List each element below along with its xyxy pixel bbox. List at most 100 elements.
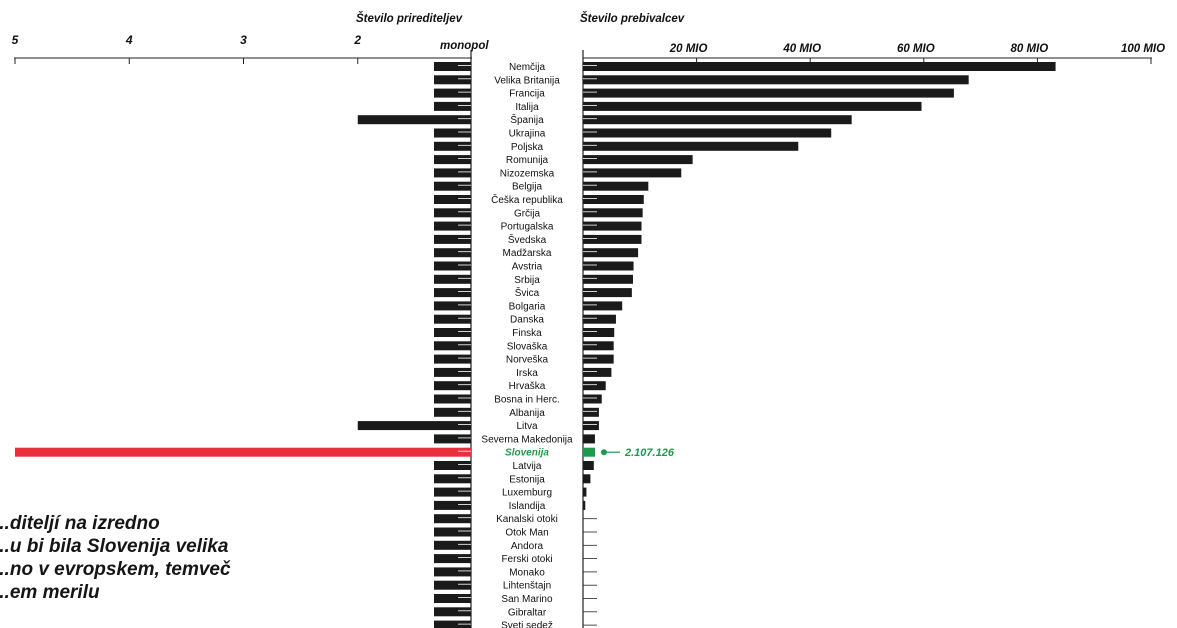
population-bar [583, 208, 643, 218]
organizers-bar [434, 88, 471, 98]
organizers-bar [434, 620, 471, 628]
category-label: Gibraltar [508, 607, 547, 618]
population-bar [583, 248, 639, 258]
category-label: Poljska [511, 142, 544, 153]
population-bar [583, 195, 644, 204]
organizers-bar [357, 421, 471, 431]
population-bar [583, 447, 595, 457]
organizers-bar [434, 168, 471, 178]
category-label: Luxemburg [502, 488, 552, 499]
population-bar [583, 115, 852, 125]
organizers-bar [357, 115, 471, 125]
monopol-label: monopol [440, 40, 489, 52]
population-bar [583, 168, 682, 178]
category-label: Bolgaria [509, 301, 546, 312]
category-label: Ukrajina [509, 129, 546, 140]
organizers-bar [434, 514, 471, 524]
category-label: Grčija [514, 208, 541, 219]
category-label: Belgija [512, 182, 542, 193]
left-axis-tick-label: 3 [240, 33, 247, 47]
organizers-bar [434, 248, 471, 258]
category-label: Finska [512, 328, 542, 339]
organizers-bar [434, 288, 471, 298]
organizers-bars [15, 62, 471, 628]
category-label: Islandija [509, 501, 546, 512]
category-label: Češka republika [491, 193, 563, 206]
organizers-bar [434, 341, 471, 351]
organizers-bar [434, 354, 471, 364]
organizers-bar [434, 128, 471, 138]
category-label: Španija [510, 113, 544, 126]
population-bar [583, 181, 649, 191]
category-label: Severna Makedonija [481, 434, 573, 445]
population-bar [583, 421, 599, 431]
organizers-bar [434, 554, 471, 564]
population-bar [583, 500, 586, 510]
category-label: Portugalska [501, 222, 554, 233]
highlight-annotation: 2.107.126 [601, 447, 675, 459]
organizers-bar [434, 274, 471, 284]
category-label: Madžarska [503, 248, 552, 259]
organizers-bar [434, 394, 471, 404]
category-label: Švedska [508, 233, 547, 246]
organizers-bar [434, 301, 471, 311]
category-label: Estonija [509, 474, 545, 485]
population-bar [583, 328, 615, 337]
caption-line-4: ...em merilu [0, 582, 100, 603]
category-label: Švica [515, 286, 540, 299]
organizers-bar [434, 328, 471, 337]
organizers-bar [434, 261, 471, 271]
organizers-bar [434, 314, 471, 324]
category-label: Slovaška [507, 341, 548, 352]
population-bar [583, 234, 642, 244]
organizers-bar [434, 434, 471, 444]
population-bar [583, 261, 634, 271]
organizers-bar [434, 567, 471, 577]
caption-line-3: ...no v evropskem, temveč [0, 559, 231, 580]
category-labels: Nemčija Velika Britanija Francija ItalijaŠp… [481, 62, 573, 628]
population-bar [583, 434, 595, 444]
organizers-bar [434, 540, 471, 550]
highlight-value-label: 2.107.126 [624, 447, 675, 459]
category-label: Andora [511, 541, 544, 552]
right-axis-tick-label: 40 MIO [782, 43, 821, 55]
right-axis-title: Število prebivalcev [580, 13, 685, 25]
category-label: Lihtenštajn [503, 581, 551, 592]
population-bar [583, 341, 614, 351]
organizers-bar [434, 474, 471, 484]
category-label: Velika Britanija [494, 75, 560, 86]
population-bar [583, 461, 594, 470]
category-label: Hrvaška [509, 381, 546, 392]
organizers-bar [434, 141, 471, 151]
category-label: Bosna in Herc. [494, 395, 560, 406]
left-axis-title: Število prirediteljev [356, 13, 463, 25]
left-axis-tick-label: 4 [125, 33, 133, 47]
population-bar [583, 88, 954, 98]
caption-line-1: ...diteljí na izredno [0, 513, 160, 534]
population-bar [583, 314, 616, 324]
category-label: Nemčija [509, 62, 546, 73]
organizers-bar [15, 447, 471, 457]
category-label: Slovenija [505, 448, 549, 459]
population-bar [583, 407, 599, 417]
right-axis-tick-label: 20 MIO [669, 43, 708, 55]
right-axis-tick-label: 60 MIO [897, 43, 935, 55]
right-axis-tick-label: 100 MIO [1121, 43, 1165, 55]
category-label: Monako [509, 567, 545, 578]
category-label: Romunija [506, 155, 549, 166]
category-label: Srbija [514, 275, 540, 286]
organizers-bar [434, 367, 471, 377]
population-bar [583, 474, 591, 484]
organizers-bar [434, 487, 471, 497]
right-axis-tick-label: 80 MIO [1011, 43, 1049, 55]
population-bar [583, 301, 623, 311]
category-label: Avstria [512, 262, 543, 273]
organizers-bar [434, 101, 471, 111]
category-label: Litva [516, 421, 538, 432]
caption-text: ...diteljí na izredno ...u bi bila Slove… [0, 512, 284, 604]
organizers-bar [434, 580, 471, 590]
category-label: Nizozemska [500, 168, 555, 179]
population-bar [583, 128, 832, 138]
organizers-bar [434, 208, 471, 218]
left-axis-tick-label: 2 [353, 33, 361, 47]
